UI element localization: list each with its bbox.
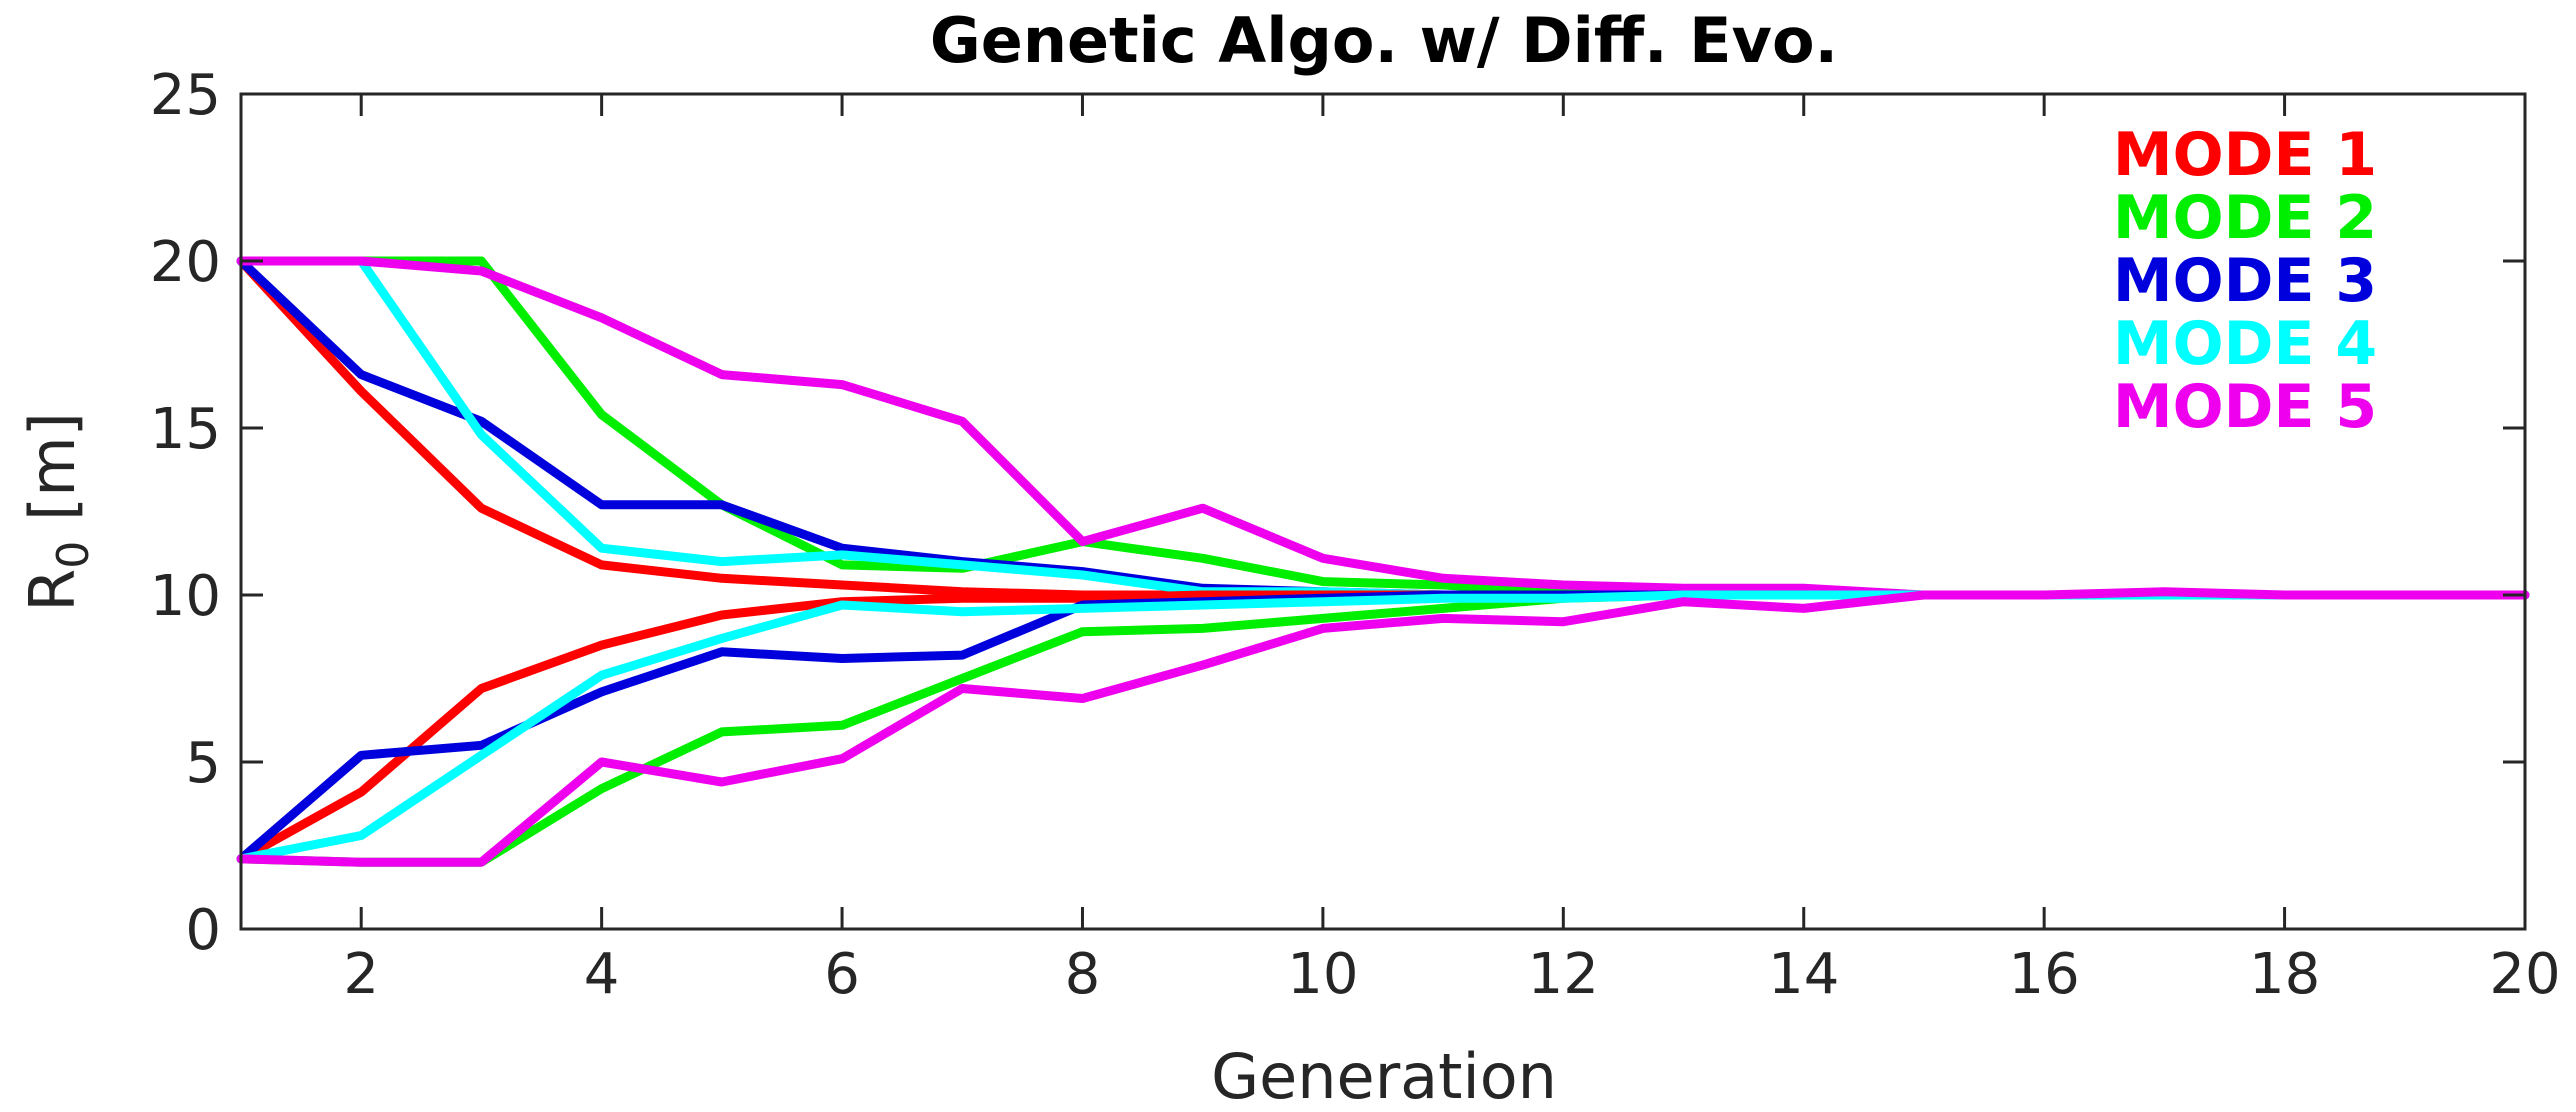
x-tick-label: 8 xyxy=(1065,942,1101,1007)
y-axis-label-subscript: 0 xyxy=(48,541,99,569)
legend-entry-mode-1: MODE 1 xyxy=(2113,120,2377,190)
series-line-mode-2-lower xyxy=(236,590,2530,867)
y-axis-label: R0 [m] xyxy=(16,412,99,612)
x-tick-label: 4 xyxy=(584,942,620,1007)
x-tick-label: 12 xyxy=(1528,942,1599,1007)
series-group xyxy=(236,256,2530,867)
x-tick-label: 18 xyxy=(2249,942,2320,1007)
y-tick-label: 25 xyxy=(150,63,221,128)
series-line-mode-3-lower xyxy=(236,590,2530,864)
chart-title: Genetic Algo. w/ Diff. Evo. xyxy=(930,4,1838,77)
y-tick-label: 10 xyxy=(150,564,221,629)
x-tick-label: 10 xyxy=(1287,942,1358,1007)
y-tick-label: 20 xyxy=(150,230,221,295)
legend-entry-mode-4: MODE 4 xyxy=(2113,309,2377,379)
x-tick-label: 6 xyxy=(824,942,860,1007)
series-line-mode-1-lower xyxy=(236,590,2530,864)
y-axis-ticks: 0 5 10 15 20 25 xyxy=(150,63,2525,963)
legend-entry-mode-2: MODE 2 xyxy=(2113,183,2377,253)
plot-area-frame xyxy=(239,92,2527,931)
legend-entry-mode-5: MODE 5 xyxy=(2113,372,2377,442)
series-line-mode-4-lower xyxy=(236,590,2530,864)
x-tick-label: 20 xyxy=(2489,942,2560,1007)
y-tick-label: 5 xyxy=(185,731,221,796)
y-axis-label-unit: [m] xyxy=(16,412,89,540)
y-tick-label: 0 xyxy=(185,898,221,963)
y-axis-label-main: R xyxy=(16,569,89,612)
x-tick-label: 2 xyxy=(343,942,379,1007)
legend-entry-mode-3: MODE 3 xyxy=(2113,246,2377,316)
x-tick-label: 16 xyxy=(2009,942,2080,1007)
y-tick-label: 15 xyxy=(150,397,221,462)
series-line-mode-5-lower xyxy=(236,587,2530,867)
x-tick-label: 14 xyxy=(1768,942,1839,1007)
x-axis-label: Generation xyxy=(1211,1040,1557,1112)
x-axis-ticks: 2 4 6 8 10 12 14 16 18 20 xyxy=(343,94,2561,1007)
